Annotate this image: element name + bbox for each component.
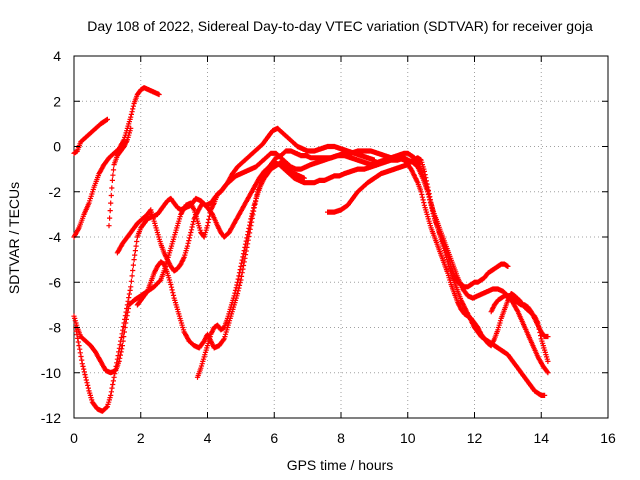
- x-tick-label: 0: [70, 430, 78, 446]
- data-markers: [325, 155, 548, 398]
- y-tick-label: -6: [49, 274, 62, 290]
- y-tick-label: -10: [41, 365, 61, 381]
- x-tick-label: 16: [600, 430, 616, 446]
- y-tick-label: -8: [49, 320, 62, 336]
- y-tick-label: 4: [53, 48, 61, 64]
- data-markers: [71, 125, 377, 376]
- y-tick-label: -4: [49, 229, 62, 245]
- x-tick-label: 8: [337, 430, 345, 446]
- y-tick-label: 2: [53, 93, 61, 109]
- y-tick-label: 0: [53, 139, 61, 155]
- tick-labels: 0 2 4 6 8 10 12 14 16 -12 -10 -8 -6 -4 -2 0 2 4: [41, 48, 616, 446]
- series-trace-8: [194, 159, 307, 380]
- y-axis-title: SDTVAR / TECUs: [6, 182, 22, 294]
- x-axis-title: GPS time / hours: [287, 457, 394, 473]
- series-trace-7: [134, 148, 551, 364]
- x-tick-label: 14: [533, 430, 549, 446]
- series-trace-9: [325, 155, 548, 398]
- series-trace-5: [73, 148, 511, 414]
- grid-layer: [74, 56, 608, 418]
- x-tick-label: 2: [137, 430, 145, 446]
- y-tick-label: -12: [41, 410, 61, 426]
- data-markers: [134, 148, 551, 364]
- x-tick-label: 10: [400, 430, 416, 446]
- data-markers: [71, 116, 110, 156]
- series-trace-1: [71, 116, 110, 156]
- series-trace-10: [488, 293, 551, 340]
- series-trace-4: [71, 125, 377, 376]
- data-markers: [106, 125, 134, 229]
- data-markers: [194, 159, 307, 380]
- y-tick-label: -2: [49, 184, 62, 200]
- data-series-layer: [71, 85, 551, 414]
- data-markers: [73, 148, 511, 414]
- data-markers: [488, 293, 551, 340]
- x-tick-label: 6: [270, 430, 278, 446]
- x-tick-label: 12: [467, 430, 483, 446]
- x-tick-label: 4: [204, 430, 212, 446]
- series-trace-3: [106, 125, 134, 229]
- chart-title: Day 108 of 2022, Sidereal Day-to-day VTE…: [87, 18, 593, 34]
